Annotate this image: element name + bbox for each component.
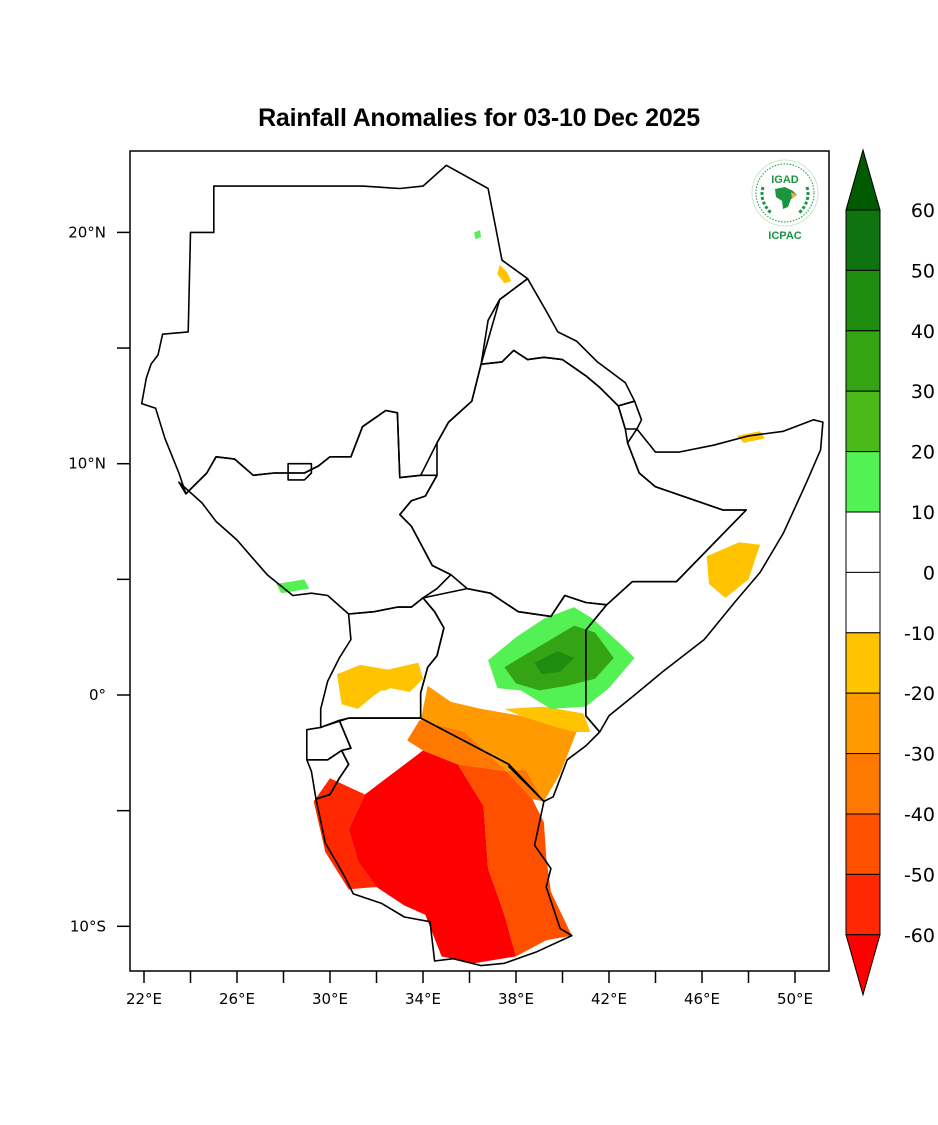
map-title: Rainfall Anomalies for 03-10 Dec 2025 bbox=[258, 104, 700, 132]
colorbar-top-arrow bbox=[845, 148, 881, 211]
colorbar-bin bbox=[845, 390, 881, 453]
colorbar-label: 20 bbox=[911, 442, 935, 464]
colorbar-label: -30 bbox=[904, 744, 935, 766]
border-abyei bbox=[287, 462, 313, 481]
anomaly-kenya-strong-surplus bbox=[534, 651, 575, 675]
colorbar-bin bbox=[845, 330, 881, 392]
colorbar-label: 60 bbox=[911, 200, 935, 222]
colorbar-bin bbox=[845, 209, 881, 271]
x-axis: 22°E 26°E 30°E 34°E 38°E 42°E 46°E 50°E bbox=[126, 971, 813, 1008]
colorbar-bin bbox=[845, 632, 881, 694]
colorbar-bin bbox=[845, 451, 881, 513]
colorbar-label: 0 bbox=[923, 562, 935, 584]
x-tick-label: 50°E bbox=[777, 990, 813, 1008]
colorbar-bin bbox=[845, 753, 881, 815]
logo-icpac-text: ICPAC bbox=[768, 230, 801, 242]
anomaly-eastern-tanzania-deficit bbox=[457, 764, 572, 957]
y-tick-label: 20°N bbox=[68, 223, 106, 241]
x-tick-label: 42°E bbox=[591, 990, 627, 1008]
igad-region-icon bbox=[791, 192, 797, 199]
colorbar-bin bbox=[845, 269, 881, 332]
x-tick-label: 22°E bbox=[126, 990, 162, 1008]
anomaly-western-tanzania-strong-deficit bbox=[313, 778, 377, 890]
border-tanzania bbox=[315, 717, 573, 967]
x-tick-label: 38°E bbox=[498, 990, 534, 1008]
anomaly-layer bbox=[276, 230, 765, 964]
colorbar-label: 30 bbox=[911, 381, 935, 403]
y-tick-label: 10°S bbox=[70, 917, 106, 935]
colorbar-label: -50 bbox=[904, 864, 935, 886]
y-tick-label: 10°N bbox=[68, 455, 106, 473]
border-somalia bbox=[584, 418, 824, 733]
colorbar-label: -10 bbox=[904, 623, 935, 645]
x-tick-label: 46°E bbox=[684, 990, 720, 1008]
logo-igad-text: IGAD bbox=[771, 174, 799, 186]
anomaly-kenya-se-deficit bbox=[504, 706, 591, 732]
colorbar-bin bbox=[845, 571, 881, 634]
colorbar-label: 40 bbox=[911, 321, 935, 343]
anomaly-kenya-tz-border-deficit bbox=[390, 718, 544, 802]
colorbar-label: 10 bbox=[911, 502, 935, 524]
anomaly-sudan-northeast-surplus bbox=[474, 230, 482, 240]
y-axis: 20°N 10°N 0° 10°S bbox=[68, 223, 130, 935]
logo-text-ring bbox=[755, 163, 815, 223]
map-frame bbox=[129, 150, 830, 972]
anomaly-southern-tanzania-deficit bbox=[348, 750, 516, 964]
border-uganda bbox=[319, 597, 445, 729]
x-tick-label: 30°E bbox=[312, 990, 348, 1008]
colorbar-label: -40 bbox=[904, 804, 935, 826]
colorbar: 60 50 40 30 20 10 0 -10 -20 -30 -40 -50 -60 bbox=[845, 148, 935, 997]
colorbar-bin bbox=[845, 511, 881, 573]
colorbar-bin bbox=[845, 873, 881, 936]
colorbar-label: 50 bbox=[911, 260, 935, 282]
laurel-icon bbox=[760, 186, 810, 215]
y-tick-label: 0° bbox=[89, 686, 106, 704]
colorbar-bottom-arrow bbox=[845, 934, 881, 997]
colorbar-label: -60 bbox=[904, 925, 935, 947]
country-borders bbox=[140, 164, 824, 967]
lake-victoria bbox=[369, 688, 423, 753]
anomaly-somalia-south-deficit bbox=[706, 542, 761, 598]
anomaly-uganda-south-deficit bbox=[337, 662, 423, 709]
igad-icpac-logo: IGAD ICPAC bbox=[751, 159, 819, 242]
x-tick-label: 34°E bbox=[405, 990, 441, 1008]
colorbar-bin bbox=[845, 813, 881, 875]
anomaly-southern-kenya-deficit bbox=[420, 685, 577, 802]
colorbar-bin bbox=[845, 692, 881, 755]
x-tick-label: 26°E bbox=[219, 990, 255, 1008]
anomaly-sudan-egypt-border-deficit bbox=[497, 264, 512, 284]
colorbar-label: -20 bbox=[904, 683, 935, 705]
